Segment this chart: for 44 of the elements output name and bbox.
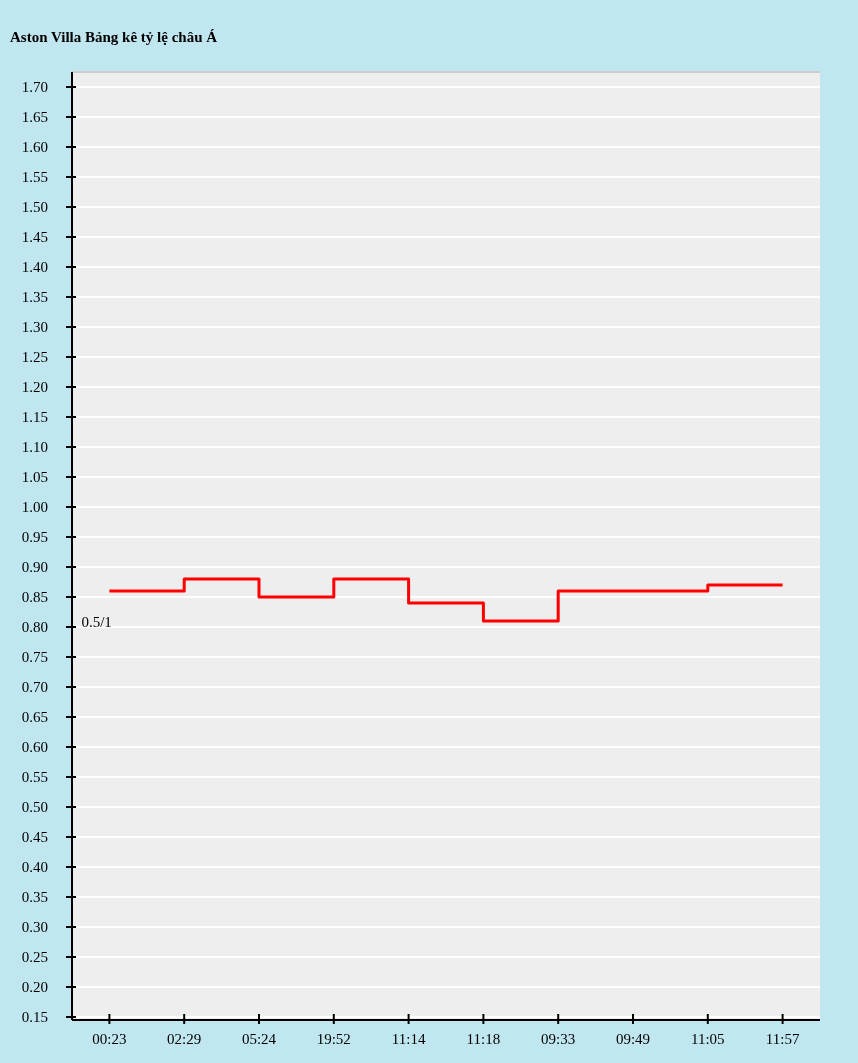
x-tick-label: 02:29	[167, 1031, 202, 1047]
y-tick-label: 0.20	[21, 979, 48, 996]
y-tick-label: 0.70	[21, 679, 48, 696]
y-tick-label: 1.40	[21, 259, 48, 276]
y-tick-label: 1.05	[21, 469, 48, 486]
y-tick-label: 0.95	[21, 529, 48, 546]
x-tick-label: 09:33	[541, 1031, 576, 1047]
chart-title: Aston Villa Bảng kê tỷ lệ châu Á	[10, 29, 218, 45]
y-tick-label: 1.35	[21, 289, 48, 306]
y-tick-label: 1.60	[21, 139, 48, 156]
y-tick-label: 0.55	[21, 769, 48, 786]
y-tick-label: 0.75	[21, 649, 48, 666]
y-tick-label: 0.85	[21, 589, 48, 606]
annotation: 0.5/1	[81, 614, 112, 630]
y-tick-label: 0.40	[21, 859, 48, 876]
y-tick-label: 1.65	[21, 109, 48, 126]
y-tick-label: 1.00	[21, 499, 48, 516]
y-tick-label: 0.30	[21, 919, 48, 936]
y-tick-label: 1.55	[21, 169, 48, 186]
y-tick-label: 0.65	[21, 709, 48, 726]
y-tick-label: 0.50	[21, 799, 48, 816]
x-tick-label: 11:57	[765, 1031, 800, 1047]
x-tick-label: 05:24	[241, 1031, 277, 1047]
x-tick-label: 09:49	[615, 1031, 651, 1047]
y-tick-label: 1.70	[21, 79, 48, 96]
y-tick-label: 0.60	[21, 739, 48, 756]
y-tick-label: 0.15	[21, 1009, 48, 1026]
y-tick-label: 1.50	[21, 199, 48, 216]
x-tick-label: 19:52	[316, 1031, 351, 1047]
y-tick-label: 0.45	[21, 829, 48, 846]
y-tick-label: 1.15	[21, 409, 48, 426]
y-tick-label: 1.25	[21, 349, 48, 366]
x-tick-label: 00:23	[92, 1031, 127, 1047]
y-tick-label: 0.90	[21, 559, 48, 576]
y-tick-label: 1.45	[21, 229, 48, 246]
y-tick-label: 1.30	[21, 319, 48, 336]
y-tick-label: 1.20	[21, 379, 48, 396]
y-tick-label: 0.80	[21, 619, 48, 636]
x-tick-label: 11:05	[690, 1031, 725, 1047]
y-tick-label: 0.25	[21, 949, 48, 966]
y-tick-label: 1.10	[21, 439, 48, 456]
x-tick-label: 11:18	[466, 1031, 501, 1047]
y-tick-label: 0.35	[21, 889, 48, 906]
x-tick-label: 11:14	[391, 1031, 426, 1047]
